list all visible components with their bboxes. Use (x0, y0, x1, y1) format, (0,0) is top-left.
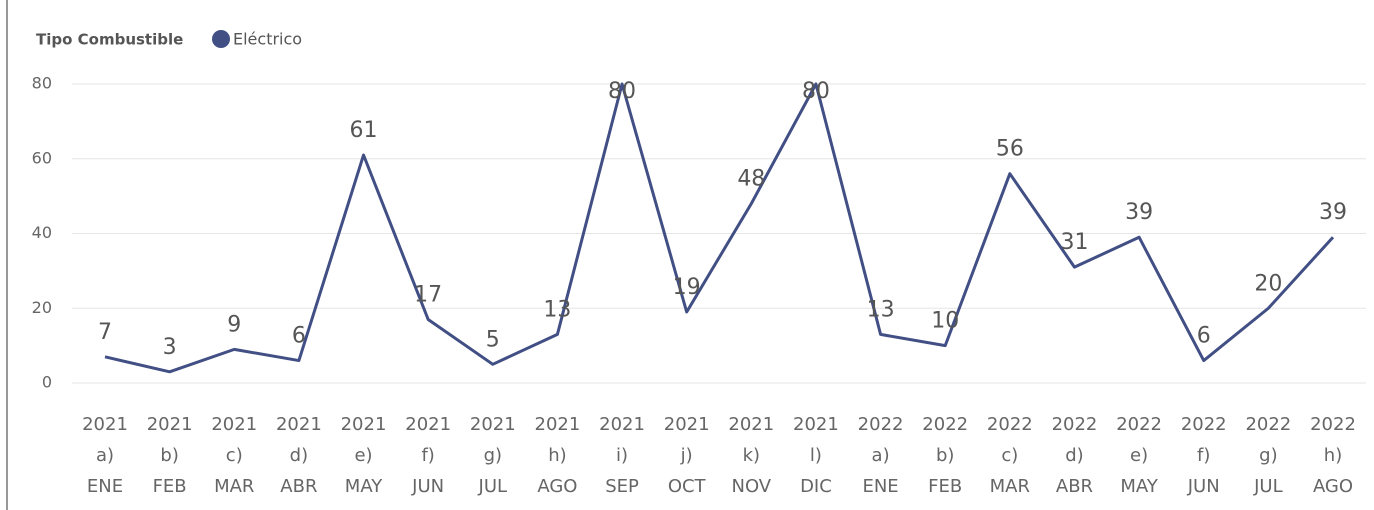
x-tick-label: 2022 (1181, 414, 1227, 435)
x-tick-label: h) (1324, 445, 1342, 466)
data-label: 7 (98, 320, 112, 345)
x-tick-label: e) (354, 445, 372, 466)
data-label: 61 (350, 118, 378, 143)
data-label: 5 (486, 327, 500, 352)
data-label: 10 (931, 309, 959, 334)
x-tick-label: JUL (1253, 476, 1283, 497)
y-tick-label: 0 (42, 373, 52, 392)
x-tick-label: 2022 (1052, 414, 1098, 435)
data-label: 31 (1060, 230, 1088, 255)
x-tick-label: AGO (537, 476, 577, 497)
x-tick-label: 2021 (470, 414, 516, 435)
legend-marker (212, 30, 230, 48)
x-tick-label: c) (226, 445, 243, 466)
x-tick-label: JUN (411, 476, 444, 497)
x-tick-label: NOV (731, 476, 771, 497)
legend-title: Tipo Combustible (36, 31, 183, 49)
x-tick-label: 2022 (1310, 414, 1356, 435)
x-tick-label: 2021 (211, 414, 257, 435)
data-label: 20 (1254, 271, 1282, 296)
x-tick-label: 2021 (82, 414, 128, 435)
x-tick-label: OCT (668, 476, 707, 497)
y-tick-label: 60 (32, 148, 52, 167)
data-label: 3 (163, 335, 177, 360)
data-label: 6 (292, 324, 306, 349)
x-tick-label: AGO (1313, 476, 1353, 497)
x-tick-label: l) (810, 445, 822, 466)
x-tick-label: 2022 (1116, 414, 1162, 435)
x-tick-label: JUL (478, 476, 508, 497)
data-label: 9 (227, 312, 241, 337)
x-tick-label: 2021 (405, 414, 451, 435)
legend-label: Eléctrico (233, 30, 302, 49)
x-tick-label: f) (1197, 445, 1210, 466)
x-tick-label: SEP (605, 476, 639, 497)
x-tick-label: b) (160, 445, 178, 466)
x-tick-label: 2022 (858, 414, 904, 435)
data-label: 19 (673, 275, 701, 300)
data-label: 17 (414, 282, 442, 307)
x-tick-label: 2021 (664, 414, 710, 435)
x-tick-label: 2021 (147, 414, 193, 435)
x-tick-label: 2021 (341, 414, 387, 435)
x-tick-label: DIC (800, 476, 832, 497)
x-tick-label: g) (484, 445, 502, 466)
x-tick-label: MAY (345, 476, 383, 497)
x-tick-label: c) (1001, 445, 1018, 466)
x-tick-label: d) (290, 445, 308, 466)
x-tick-label: f) (421, 445, 434, 466)
x-tick-label: FEB (928, 476, 962, 497)
x-tick-label: ENE (87, 476, 123, 497)
x-tick-label: b) (936, 445, 954, 466)
x-tick-label: 2021 (599, 414, 645, 435)
data-label: 13 (867, 297, 895, 322)
line (104, 82, 1335, 374)
x-tick-label: 2022 (922, 414, 968, 435)
x-tick-label: ABR (1056, 476, 1093, 497)
data-label: 39 (1125, 200, 1153, 225)
x-tick-label: ABR (280, 476, 317, 497)
y-tick-label: 20 (32, 298, 52, 317)
x-tick-label: MAR (214, 476, 254, 497)
x-tick-label: FEB (153, 476, 187, 497)
data-label: 56 (996, 137, 1024, 162)
data-label: 13 (543, 297, 571, 322)
x-tick-label: 2021 (276, 414, 322, 435)
x-tick-label: 2021 (793, 414, 839, 435)
x-tick-label: 2021 (728, 414, 774, 435)
x-tick-label: 2022 (987, 414, 1033, 435)
x-tick-label: ENE (862, 476, 898, 497)
data-label: 39 (1319, 200, 1347, 225)
data-label: 48 (737, 167, 765, 192)
x-tick-label: h) (548, 445, 566, 466)
x-tick-label: g) (1259, 445, 1277, 466)
x-tick-label: 2022 (1245, 414, 1291, 435)
y-tick-label: 40 (32, 223, 52, 242)
data-label: 80 (802, 79, 830, 104)
x-tick-label: j) (680, 445, 693, 466)
x-tick-label: k) (743, 445, 760, 466)
data-label: 6 (1197, 324, 1211, 349)
x-tick-label: JUN (1187, 476, 1220, 497)
x-tick-label: MAR (990, 476, 1030, 497)
x-tick-label: 2021 (535, 414, 581, 435)
x-tick-label: e) (1130, 445, 1148, 466)
x-tick-label: a) (872, 445, 890, 466)
x-tick-label: i) (616, 445, 628, 466)
x-tick-label: MAY (1120, 476, 1158, 497)
x-tick-label: a) (96, 445, 114, 466)
y-tick-label: 80 (32, 74, 52, 93)
x-tick-label: d) (1065, 445, 1083, 466)
data-label: 80 (608, 79, 636, 104)
